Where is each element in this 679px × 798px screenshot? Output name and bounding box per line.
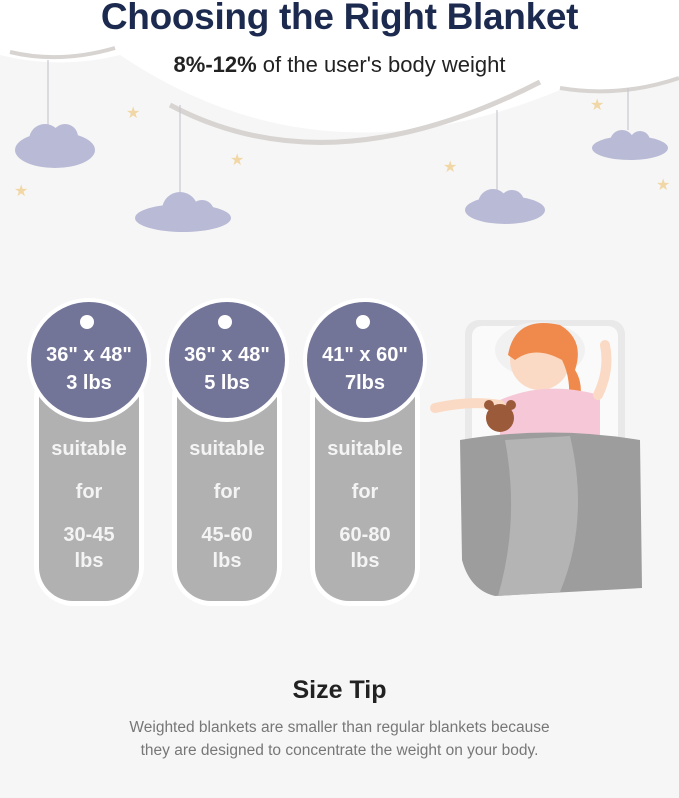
tag-weight: 3 lbs [66,372,112,394]
size-tip-line: they are designed to concentrate the wei… [140,742,539,759]
tag-for: for [213,481,241,503]
tag-size: 36" x 48" [46,344,132,366]
svg-text:★: ★ [443,159,457,176]
page-title: Choosing the Right Blanket [100,0,579,37]
size-tag: 36" x 48" 3 lbs suitable for 30-45 lbs [27,298,151,608]
size-tip-heading: Size Tip [292,676,387,704]
svg-text:★: ★ [230,152,244,169]
page-subtitle: 8%-12% of the user's body weight [0,52,679,78]
tag-range: 45-60 [201,524,253,546]
tag-range: 30-45 [63,524,115,546]
weight-percentage: 8%-12% [173,52,257,77]
svg-text:★: ★ [656,177,670,194]
svg-text:★: ★ [14,183,28,200]
svg-text:★: ★ [590,97,604,114]
tag-hole [218,315,232,329]
tag-for: for [75,481,103,503]
tag-for: for [351,481,379,503]
size-tag: 36" x 48" 5 lbs suitable for 45-60 lbs [165,298,289,608]
tag-unit: lbs [74,550,104,572]
tag-size: 41" x 60" [322,344,408,366]
tag-unit: lbs [212,550,242,572]
tag-suitable: suitable [51,438,127,460]
star-icon: ★ ★ ★ ★ ★ ★ [14,97,670,200]
tag-hole [356,315,370,329]
svg-text:★: ★ [126,105,140,122]
tag-range: 60-80 [339,524,391,546]
child-with-blanket-illustration [430,320,642,596]
size-tip-line: Weighted blankets are smaller than regul… [129,719,550,736]
size-tip-text: Weighted blankets are smaller than regul… [0,716,679,762]
tag-weight: 7lbs [344,372,386,394]
tag-size: 36" x 48" [184,344,270,366]
tag-weight: 5 lbs [204,372,250,394]
tag-suitable: suitable [327,438,403,460]
cloud-icon [15,124,668,232]
size-tag: 41" x 60" 7lbs suitable for 60-80 lbs [303,298,427,608]
subtitle-text: of the user's body weight [256,52,506,77]
tag-hole [80,315,94,329]
tag-unit: lbs [350,550,380,572]
tag-suitable: suitable [189,438,265,460]
